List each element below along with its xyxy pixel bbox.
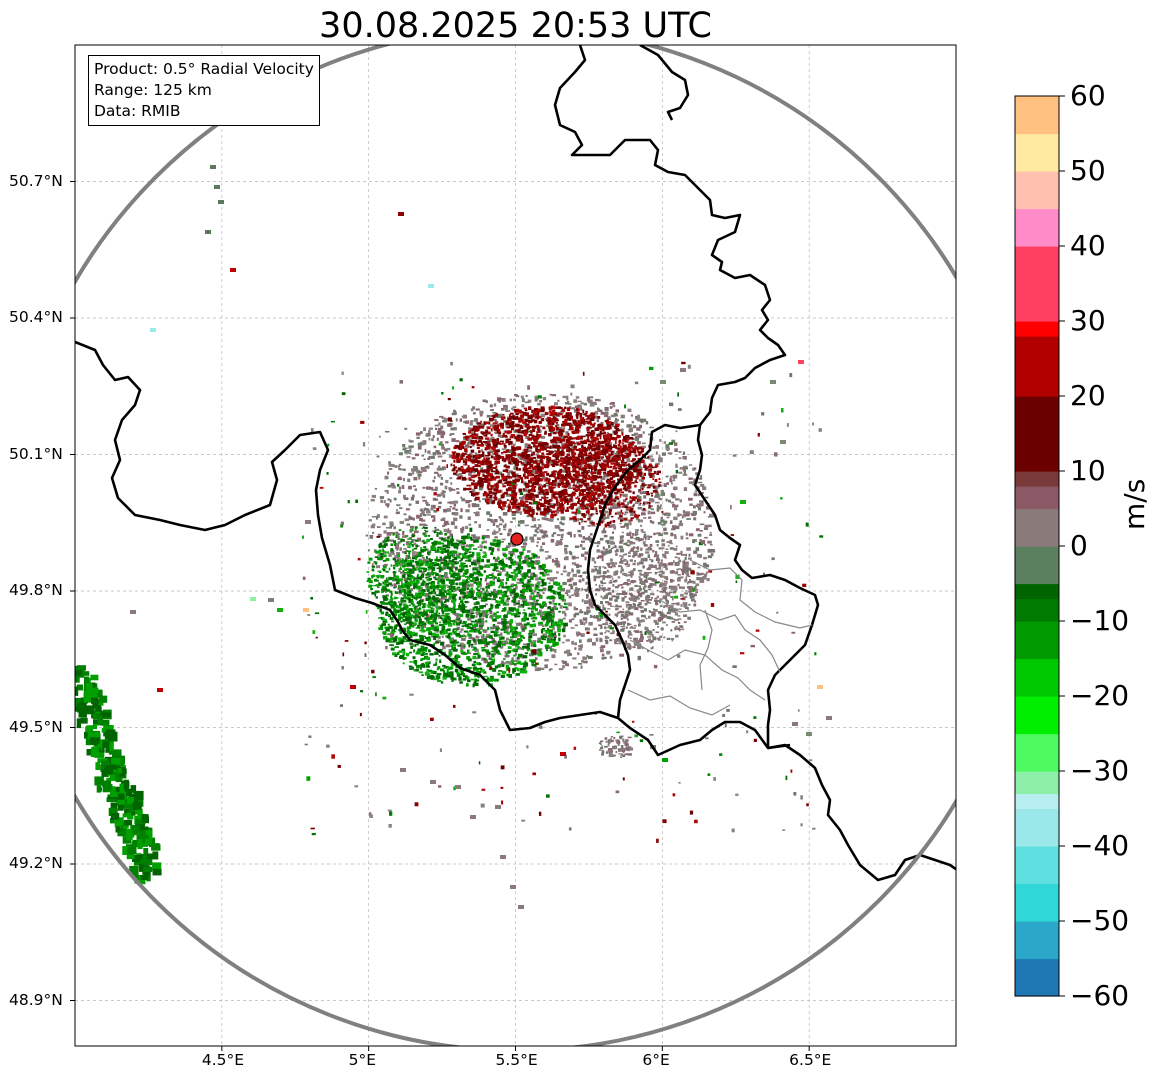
- echo-outgoing-east: [540, 435, 662, 526]
- district-d: [627, 689, 731, 716]
- info-range: Range: 125 km: [94, 81, 212, 99]
- colorbar-segment: [1015, 321, 1059, 337]
- colorbar-tick-label: 60: [1070, 79, 1106, 112]
- district-e: [699, 609, 713, 691]
- lat-tick-label: 50.4°N: [9, 308, 63, 326]
- colorbar-segment: [1015, 546, 1059, 585]
- echo-isolated: [130, 165, 832, 909]
- colorbar-segment: [1015, 471, 1059, 487]
- border-lux: [586, 423, 701, 719]
- country-borders: [75, 45, 956, 882]
- colorbar-tick-label: 10: [1070, 454, 1106, 487]
- colorbar-segment: [1015, 771, 1059, 795]
- colorbar-segment: [1015, 133, 1059, 172]
- colorbar-segment: [1015, 883, 1059, 922]
- colorbar-segment: [1015, 508, 1059, 547]
- district-c: [629, 639, 766, 701]
- map-title: 30.08.2025 20:53 UTC: [319, 6, 712, 46]
- colorbar-tick-label: −60: [1070, 979, 1130, 1012]
- border-east-2: [767, 743, 791, 750]
- echo-south: [598, 735, 633, 758]
- colorbar-tick-label: −50: [1070, 904, 1130, 937]
- echo-incoming-west: [366, 526, 478, 627]
- colorbar-segment: [1015, 808, 1059, 847]
- colorbar-segment: [1015, 598, 1059, 622]
- district-b: [659, 599, 781, 673]
- radar-site-marker: [510, 532, 524, 546]
- lat-tick-label: 49.5°N: [9, 717, 63, 736]
- lon-tick-label: 5°E: [348, 1051, 377, 1069]
- colorbar-segment: [1015, 793, 1059, 810]
- info-source: Data: RMIB: [94, 102, 181, 120]
- colorbar-segment: [1015, 486, 1059, 510]
- colorbar-segment: [1015, 958, 1059, 997]
- border-west: [75, 340, 956, 882]
- colorbar-segment: [1015, 171, 1059, 210]
- lat-tick-label: 50.1°N: [9, 444, 63, 463]
- colorbar-tick-label: 20: [1070, 379, 1106, 412]
- lat-tick-label: 49.2°N: [9, 854, 63, 872]
- colorbar: [1014, 95, 1065, 997]
- colorbar-tick-label: −10: [1070, 604, 1130, 637]
- colorbar-tick-label: 0: [1070, 529, 1088, 562]
- colorbar-tick-label: −40: [1070, 829, 1130, 862]
- colorbar-tick-label: 30: [1070, 304, 1106, 337]
- colorbar-segment: [1015, 336, 1059, 397]
- colorbar-segment: [1015, 846, 1059, 885]
- velocity-echoes: [75, 165, 832, 909]
- colorbar-segment: [1015, 396, 1059, 472]
- colorbar-segment: [1015, 208, 1059, 247]
- lat-tick-label: 50.7°N: [9, 171, 63, 190]
- lon-tick-label: 5.5°E: [495, 1051, 538, 1069]
- colorbar-segment: [1015, 246, 1059, 322]
- colorbar-segment: [1015, 621, 1059, 660]
- lon-tick-label: 6°E: [642, 1051, 670, 1069]
- lat-tick-label: 49.8°N: [9, 581, 63, 599]
- border-north: [553, 45, 820, 748]
- district-a: [689, 559, 813, 629]
- colorbar-tick-label: 50: [1070, 154, 1106, 187]
- echo-west-band: [75, 665, 162, 885]
- colorbar-segment: [1015, 96, 1059, 135]
- colorbar-tick-label: −30: [1070, 754, 1130, 787]
- echo-zero-east: [585, 530, 697, 653]
- colorbar-segment: [1015, 921, 1059, 960]
- colorbar-tick-label: −20: [1070, 679, 1130, 712]
- colorbar-tick-label: 40: [1070, 229, 1106, 262]
- info-product: Product: 0.5° Radial Velocity: [94, 60, 314, 78]
- border-east: [639, 45, 690, 121]
- lon-tick-label: 6.5°E: [789, 1051, 832, 1069]
- colorbar-segment: [1015, 583, 1059, 600]
- axis-ticks: [70, 181, 810, 1051]
- district-lines: [627, 559, 813, 716]
- colorbar-label: m/s: [1118, 478, 1151, 530]
- colorbar-segment: [1015, 658, 1059, 697]
- colorbar-segment: [1015, 696, 1059, 735]
- echo-scatter: [302, 361, 824, 843]
- info-box: Product: 0.5° Radial Velocity Range: 125…: [88, 55, 320, 126]
- lon-tick-label: 4.5°E: [201, 1051, 245, 1069]
- lat-tick-label: 48.9°N: [9, 990, 63, 1009]
- colorbar-segment: [1015, 733, 1059, 772]
